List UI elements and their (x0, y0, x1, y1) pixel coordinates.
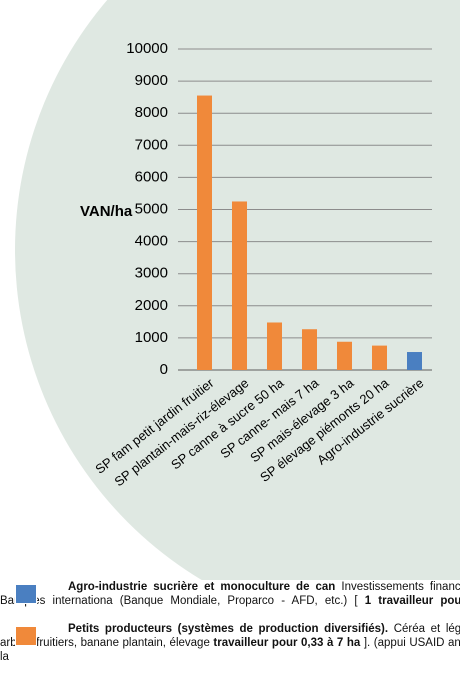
y-tick-label: 2000 (135, 297, 168, 314)
y-axis-label: VAN/ha (80, 203, 133, 220)
y-tick-label: 8000 (135, 104, 168, 121)
legend-text-part: ]. (appui USAID antérieur pour la banane… (0, 637, 460, 663)
legend-text-part: Agro-industrie sucrière et monoculture d… (68, 581, 336, 593)
y-tick-label: 4000 (135, 233, 168, 250)
legend-swatch (15, 626, 37, 646)
legend-text-part: 1 travailleur pour 22 ha (364, 595, 460, 607)
legend-text-part: Petits producteurs (systèmes de producti… (68, 623, 389, 635)
bar (337, 341, 352, 370)
y-tick-label: 1000 (135, 329, 168, 346)
y-tick-label: 5000 (135, 200, 168, 217)
y-tick-label: 3000 (135, 265, 168, 282)
bar (197, 95, 212, 371)
bar (407, 352, 422, 370)
bar (302, 329, 317, 370)
bar (267, 322, 282, 370)
legend-item: Petits producteurs (systèmes de producti… (0, 622, 460, 664)
legend: Agro-industrie sucrière et monoculture d… (0, 580, 460, 678)
legend-swatch (15, 584, 37, 604)
y-tick-label: 9000 (135, 72, 168, 89)
y-tick-label: 0 (160, 361, 168, 378)
legend-text: Agro-industrie sucrière et monoculture d… (0, 580, 460, 608)
y-tick-label: 10000 (126, 40, 168, 57)
legend-text-part: (Banque Mondiale, Proparco - AFD, etc.) … (119, 595, 358, 607)
bar (232, 201, 247, 370)
y-tick-label: 7000 (135, 136, 168, 153)
chart: VAN/ha 0 1000 2000 3000 4000 5000 6000 7000 8000… (15, 0, 460, 580)
bar (372, 345, 387, 370)
legend-text: Petits producteurs (systèmes de producti… (0, 622, 460, 664)
legend-item: Agro-industrie sucrière et monoculture d… (0, 580, 460, 608)
legend-text-part: travailleur pour 0,33 à 7 ha (213, 637, 361, 649)
legend-text-part: Céréa et légumineuses, arbres fruitiers,… (0, 623, 460, 649)
y-tick-label: 6000 (135, 168, 168, 185)
